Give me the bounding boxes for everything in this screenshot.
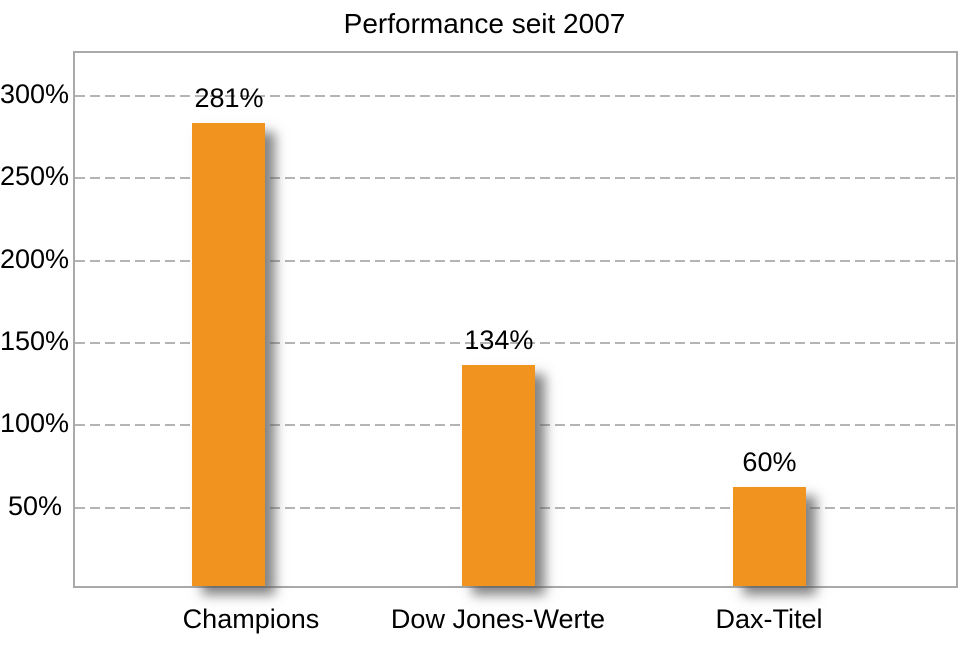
bar-dow-jones-werte bbox=[462, 365, 536, 586]
x-category-label: Dax-Titel bbox=[715, 604, 823, 634]
gridline-150% bbox=[75, 341, 956, 344]
bar-value-label: 134% bbox=[464, 325, 534, 356]
bar-value-label: 281% bbox=[194, 83, 264, 114]
bar-dax-titel bbox=[732, 487, 806, 586]
y-axis: 50% 100% 150% 200% 250% 300% bbox=[0, 0, 70, 646]
y-tick-label: 50% bbox=[7, 490, 62, 521]
y-tick-label: 300% bbox=[0, 78, 70, 109]
x-axis: Champions Dow Jones-Werte Dax-Titel bbox=[73, 588, 958, 646]
y-tick-label: 200% bbox=[0, 243, 70, 274]
chart-title: Performance seit 2007 bbox=[343, 8, 626, 39]
y-tick-label: 250% bbox=[0, 161, 70, 192]
gridline-250% bbox=[75, 177, 956, 180]
y-tick-label: 100% bbox=[0, 408, 70, 439]
bar-value-label: 60% bbox=[742, 447, 797, 478]
x-category-label: Dow Jones-Werte bbox=[390, 604, 606, 634]
x-category-label: Champions bbox=[182, 604, 320, 634]
plot-area: 281% 134% 60% bbox=[73, 51, 958, 588]
gridline-200% bbox=[75, 259, 956, 262]
bar-champions bbox=[192, 123, 266, 586]
y-tick-label: 150% bbox=[0, 325, 70, 356]
gridline-300% bbox=[75, 94, 956, 97]
